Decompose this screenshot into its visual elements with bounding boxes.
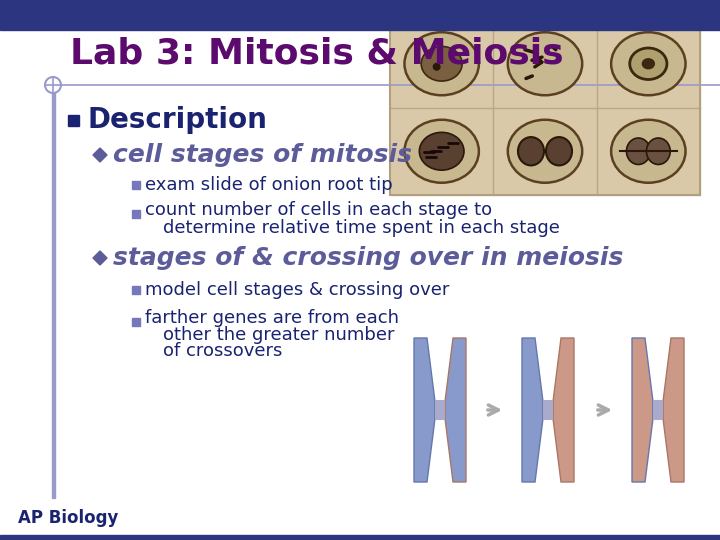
Polygon shape	[522, 338, 543, 482]
Text: cell stages of mitosis: cell stages of mitosis	[113, 143, 412, 167]
Bar	[390, 20, 700, 195]
Polygon shape	[435, 400, 445, 420]
Ellipse shape	[611, 32, 685, 95]
Ellipse shape	[546, 137, 572, 165]
Text: Description: Description	[87, 106, 267, 134]
Polygon shape	[543, 400, 553, 420]
Polygon shape	[632, 338, 653, 482]
Bar	[132, 210, 140, 218]
Text: stages of & crossing over in meiosis: stages of & crossing over in meiosis	[113, 246, 624, 270]
Ellipse shape	[626, 138, 650, 165]
Polygon shape	[445, 338, 466, 482]
Bar	[132, 181, 140, 189]
Ellipse shape	[518, 137, 544, 165]
Text: other the greater number: other the greater number	[163, 326, 395, 344]
Ellipse shape	[508, 32, 582, 95]
Bar	[0, 535, 720, 540]
Text: model cell stages & crossing over: model cell stages & crossing over	[145, 281, 449, 299]
Bar	[132, 286, 140, 294]
Bar	[52, 90, 55, 498]
Text: Lab 3: Mitosis & Meiosis: Lab 3: Mitosis & Meiosis	[70, 36, 564, 70]
Ellipse shape	[508, 120, 582, 183]
Text: farther genes are from each: farther genes are from each	[145, 309, 399, 327]
Bar	[68, 114, 79, 125]
Ellipse shape	[642, 58, 655, 70]
Bar	[0, 0, 720, 30]
Bar	[132, 318, 140, 326]
Polygon shape	[653, 400, 663, 420]
Text: determine relative time spent in each stage: determine relative time spent in each st…	[163, 219, 560, 237]
Ellipse shape	[419, 132, 464, 170]
Ellipse shape	[433, 63, 441, 71]
Ellipse shape	[611, 120, 685, 183]
Text: count number of cells in each stage to: count number of cells in each stage to	[145, 201, 492, 219]
Polygon shape	[414, 338, 435, 482]
Bar	[390, 20, 700, 195]
Ellipse shape	[647, 138, 670, 165]
Text: of crossovers: of crossovers	[163, 342, 282, 360]
Polygon shape	[93, 148, 107, 162]
Ellipse shape	[405, 32, 479, 95]
Ellipse shape	[421, 46, 462, 81]
Polygon shape	[93, 251, 107, 265]
Polygon shape	[553, 338, 574, 482]
Text: exam slide of onion root tip: exam slide of onion root tip	[145, 176, 392, 194]
Ellipse shape	[630, 48, 667, 79]
Polygon shape	[663, 338, 684, 482]
Ellipse shape	[405, 120, 479, 183]
Text: AP Biology: AP Biology	[18, 509, 118, 527]
Circle shape	[45, 77, 61, 93]
